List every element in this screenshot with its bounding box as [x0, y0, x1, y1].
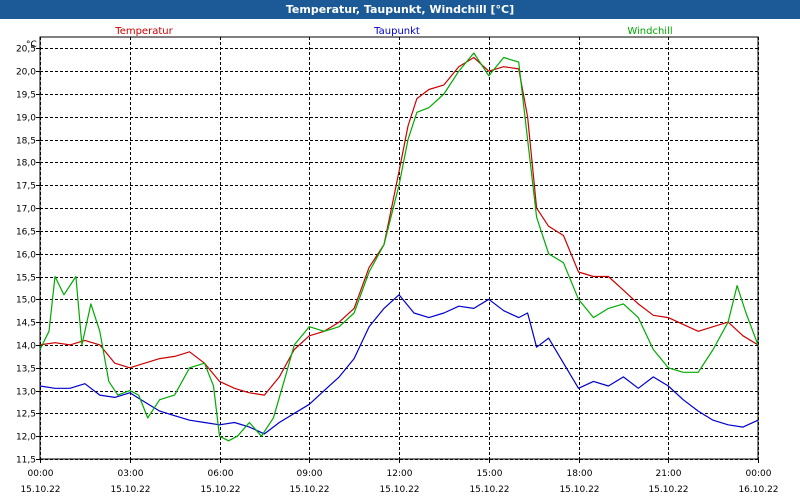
x-tick-time: 12:00 — [387, 469, 413, 479]
x-tick-time: 03:00 — [118, 469, 144, 479]
x-axis: 00:00 15.10.22 03:00 15.10.22 06:00 15.10.22 0… — [20, 459, 779, 495]
x-tick-time: 18:00 — [567, 469, 593, 479]
chart-title: Temperatur, Taupunkt, Windchill [°C] — [286, 3, 514, 16]
x-tick-time: 21:00 — [656, 469, 682, 479]
y-tick-label: 12,5 — [16, 410, 36, 420]
legend-temperatur: Temperatur — [114, 26, 173, 37]
y-tick-label: 12,0 — [16, 433, 36, 443]
y-tick-label: 15,5 — [16, 274, 36, 284]
x-tick-time: 06:00 — [208, 469, 234, 479]
y-axis-unit-label: °C — [26, 40, 37, 50]
y-tick-label: 16,0 — [16, 251, 36, 261]
y-tick-label: 17,5 — [16, 182, 36, 192]
y-tick-label: 14,0 — [16, 342, 36, 352]
gridlines — [40, 37, 759, 460]
y-tick-label: 20,0 — [16, 68, 36, 78]
series-line-temperatur — [39, 56, 759, 396]
x-tick-date: 15.10.22 — [289, 485, 329, 495]
x-tick-date: 15.10.22 — [110, 485, 150, 495]
legend-taupunkt: Taupunkt — [373, 26, 420, 37]
x-tick-date: 15.10.22 — [648, 485, 688, 495]
x-tick-time: 00:00 — [746, 469, 772, 479]
y-tick-label: 19,5 — [16, 91, 36, 101]
y-tick-label: 15,0 — [16, 296, 36, 306]
y-tick-label: 13,5 — [16, 365, 36, 375]
y-tick-label: 17,0 — [16, 205, 36, 215]
series-lines — [39, 52, 759, 442]
y-tick-label: 11,5 — [16, 456, 36, 466]
x-tick-date: 15.10.22 — [559, 485, 599, 495]
x-tick-time: 00:00 — [28, 469, 54, 479]
y-tick-label: 18,5 — [16, 137, 36, 147]
series-line-taupunkt — [39, 294, 759, 435]
series-line-windchill — [39, 52, 759, 442]
legend: Temperatur Taupunkt Windchill — [114, 26, 672, 37]
x-tick-date: 16.10.22 — [738, 485, 778, 495]
y-tick-label: 13,0 — [16, 388, 36, 398]
y-tick-label: 20,5 — [16, 45, 36, 55]
y-axis: 11,5 12,0 12,5 13,0 13,5 14,0 14,5 15,0 15,5 16,0… — [16, 45, 40, 466]
title-bar — [0, 0, 800, 19]
x-tick-time: 15:00 — [477, 469, 503, 479]
legend-windchill: Windchill — [627, 26, 672, 37]
x-tick-date: 15.10.22 — [20, 485, 60, 495]
x-tick-date: 15.10.22 — [200, 485, 240, 495]
x-tick-date: 15.10.22 — [469, 485, 509, 495]
y-tick-label: 14,5 — [16, 319, 36, 329]
y-tick-label: 18,0 — [16, 159, 36, 169]
x-tick-time: 09:00 — [297, 469, 323, 479]
y-tick-label: 16,5 — [16, 228, 36, 238]
y-tick-label: 19,0 — [16, 114, 36, 124]
x-tick-date: 15.10.22 — [379, 485, 419, 495]
